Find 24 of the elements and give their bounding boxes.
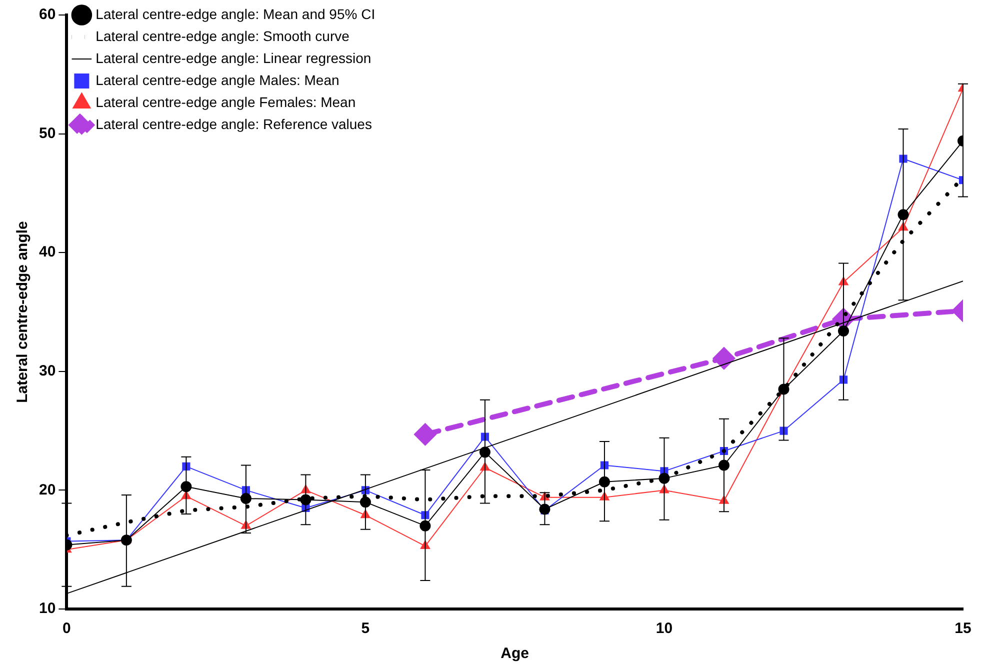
legend-label: Lateral centre-edge angle: Reference values xyxy=(96,116,372,132)
point xyxy=(360,496,371,508)
legend-label: Lateral centre-edge angle: Smooth curve xyxy=(96,28,350,44)
legend-label: Lateral centre-edge angle Males: Mean xyxy=(96,72,340,88)
point xyxy=(713,348,734,369)
y-tick-label: 50 xyxy=(38,124,56,142)
x-tick-label: 5 xyxy=(361,620,370,638)
legend-label: Lateral centre-edge angle: Linear regression xyxy=(96,50,372,66)
x-tick-label: 0 xyxy=(62,620,71,638)
legend-label: Lateral centre-edge angle: Mean and 95% CI xyxy=(96,6,376,22)
y-tick-label: 40 xyxy=(38,244,56,261)
point xyxy=(240,493,252,504)
x-tick-label: 15 xyxy=(954,620,972,638)
point xyxy=(598,476,610,488)
y-tick-label: 20 xyxy=(38,481,56,498)
x-tick-label: 10 xyxy=(656,620,673,638)
y-tick-label: 60 xyxy=(38,6,56,24)
y-tick-label: 10 xyxy=(38,600,56,618)
y-tick-label: 30 xyxy=(38,362,56,380)
x-axis-title: Age xyxy=(500,645,530,662)
legend-label: Lateral centre-edge angle Females: Mean xyxy=(96,94,356,110)
point xyxy=(414,424,436,445)
y-axis-title: Lateral centre-edge angle xyxy=(14,221,32,403)
point xyxy=(539,504,550,515)
